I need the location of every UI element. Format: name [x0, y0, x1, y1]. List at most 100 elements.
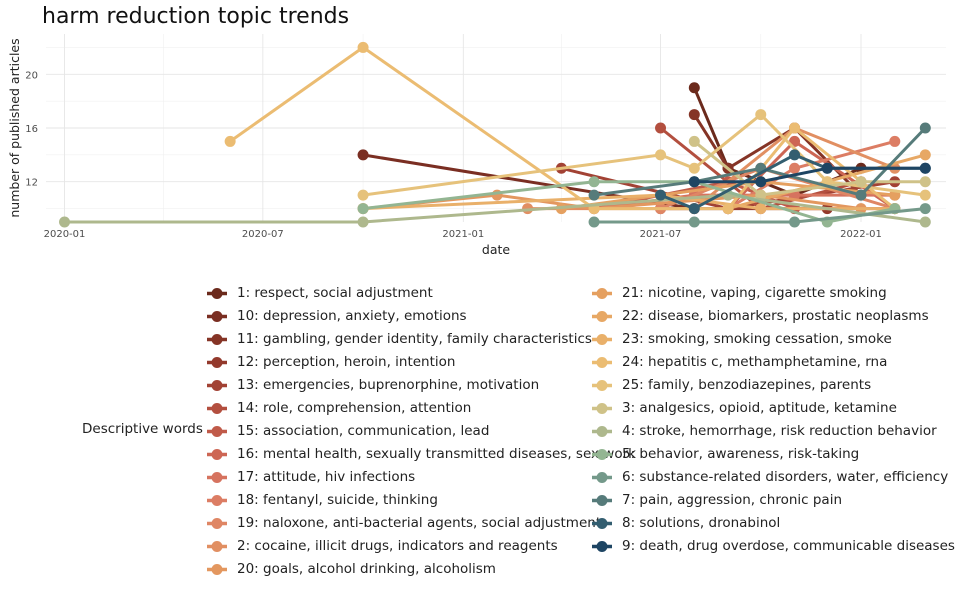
series-line — [692, 113, 863, 197]
data-point — [789, 122, 801, 134]
series-line — [63, 193, 927, 224]
data-point — [821, 162, 833, 174]
legend-label: 20: goals, alcohol drinking, alcoholism — [237, 561, 496, 577]
legend-item: 2: cocaine, illicit drugs, indicators an… — [205, 535, 636, 558]
legend-item: 7: pain, aggression, chronic pain — [590, 489, 955, 512]
data-point — [357, 203, 369, 215]
legend-swatch — [592, 380, 612, 391]
legend-item: 10: depression, anxiety, emotions — [205, 305, 636, 328]
legend-column-left: 1: respect, social adjustment 10: depress… — [205, 282, 636, 581]
y-axis-label: number of published articles — [7, 38, 22, 217]
data-point — [688, 162, 700, 174]
data-point — [855, 189, 867, 201]
legend-swatch — [207, 311, 227, 322]
data-point — [357, 189, 369, 201]
legend-swatch — [207, 495, 227, 506]
legend-label: 6: substance-related disorders, water, e… — [622, 469, 949, 485]
legend-swatch — [207, 288, 227, 299]
series-22 — [588, 203, 931, 228]
legend-swatch — [207, 518, 227, 529]
legend-label: 11: gambling, gender identity, family ch… — [237, 331, 592, 347]
data-point — [789, 162, 801, 174]
data-point — [688, 109, 700, 121]
legend-label: 12: perception, heroin, intention — [237, 354, 456, 370]
legend-label: 1: respect, social adjustment — [237, 285, 433, 301]
series-line — [592, 207, 927, 224]
data-point — [655, 149, 667, 161]
data-point — [357, 216, 369, 228]
legend-label: 18: fentanyl, suicide, thinking — [237, 492, 438, 508]
legend-swatch — [207, 472, 227, 483]
legend-item: 12: perception, heroin, intention — [205, 351, 636, 374]
legend-swatch — [207, 449, 227, 460]
data-point — [357, 41, 369, 53]
data-point — [919, 176, 931, 188]
legend-label: 14: role, comprehension, attention — [237, 400, 472, 416]
legend-label: 9: death, drug overdose, communicable di… — [622, 538, 955, 554]
data-point — [789, 216, 801, 228]
legend-label: 15: association, communication, lead — [237, 423, 490, 439]
data-point — [59, 216, 71, 228]
data-point — [588, 216, 600, 228]
legend-label: 8: solutions, dronabinol — [622, 515, 781, 531]
legend-item: 21: nicotine, vaping, cigarette smoking — [590, 282, 955, 305]
legend-swatch — [592, 541, 612, 552]
grid — [46, 34, 946, 222]
data-point — [688, 216, 700, 228]
legend-item: 23: smoking, smoking cessation, smoke — [590, 328, 955, 351]
legend-swatch — [592, 495, 612, 506]
x-tick-label: 2020-01 — [44, 229, 86, 240]
data-point — [688, 135, 700, 147]
legend-label: 5: behavior, awareness, risk-taking — [622, 446, 860, 462]
legend-item: 16: mental health, sexually transmitted … — [205, 443, 636, 466]
y-tick-label: 16 — [25, 124, 38, 135]
x-axis-label: date — [482, 242, 510, 257]
legend-swatch — [592, 311, 612, 322]
data-point — [688, 176, 700, 188]
axes: 2020-01 2020-07 2021-01 2021-07 2022-01 12 16 2… — [7, 38, 882, 257]
data-point — [588, 189, 600, 201]
data-point — [655, 189, 667, 201]
data-point — [919, 149, 931, 161]
legend-item: 1: respect, social adjustment — [205, 282, 636, 305]
data-point — [919, 216, 931, 228]
legend-swatch — [592, 403, 612, 414]
legend-label: 10: depression, anxiety, emotions — [237, 308, 467, 324]
data-point — [919, 162, 931, 174]
legend-swatch — [207, 357, 227, 368]
legend-item: 5: behavior, awareness, risk-taking — [590, 443, 955, 466]
data-point — [688, 203, 700, 215]
legend-swatch — [207, 426, 227, 437]
series-line — [228, 45, 897, 211]
legend-label: 22: disease, biomarkers, prostatic neopl… — [622, 308, 929, 324]
data-point — [224, 135, 236, 147]
series-20 — [59, 189, 931, 228]
series-line — [692, 166, 927, 184]
legend-label: 24: hepatitis c, methamphetamine, rna — [622, 354, 888, 370]
data-point — [755, 203, 767, 215]
x-tick-label: 2021-01 — [442, 229, 484, 240]
data-point — [722, 203, 734, 215]
legend-label: 4: stroke, hemorrhage, risk reduction be… — [622, 423, 937, 439]
legend-item: 19: naloxone, anti-bacterial agents, soc… — [205, 512, 636, 535]
x-tick-label: 2021-07 — [640, 229, 682, 240]
legend-item: 14: role, comprehension, attention — [205, 397, 636, 420]
legend-item: 11: gambling, gender identity, family ch… — [205, 328, 636, 351]
legend-item: 17: attitude, hiv infections — [205, 466, 636, 489]
data-point — [688, 82, 700, 94]
legend-label: 19: naloxone, anti-bacterial agents, soc… — [237, 515, 602, 531]
y-tick-label: 12 — [25, 178, 38, 189]
legend-swatch — [592, 472, 612, 483]
chart-title: harm reduction topic trends — [42, 4, 350, 29]
legend-swatch — [207, 403, 227, 414]
legend-label: 25: family, benzodiazepines, parents — [622, 377, 872, 393]
legend-swatch — [592, 334, 612, 345]
legend-item: 4: stroke, hemorrhage, risk reduction be… — [590, 420, 955, 443]
legend-swatch — [592, 449, 612, 460]
legend-swatch — [207, 334, 227, 345]
data-point — [789, 149, 801, 161]
data-point — [855, 176, 867, 188]
legend-item: 6: substance-related disorders, water, e… — [590, 466, 955, 489]
y-tick-label: 20 — [25, 70, 38, 81]
data-point — [755, 176, 767, 188]
